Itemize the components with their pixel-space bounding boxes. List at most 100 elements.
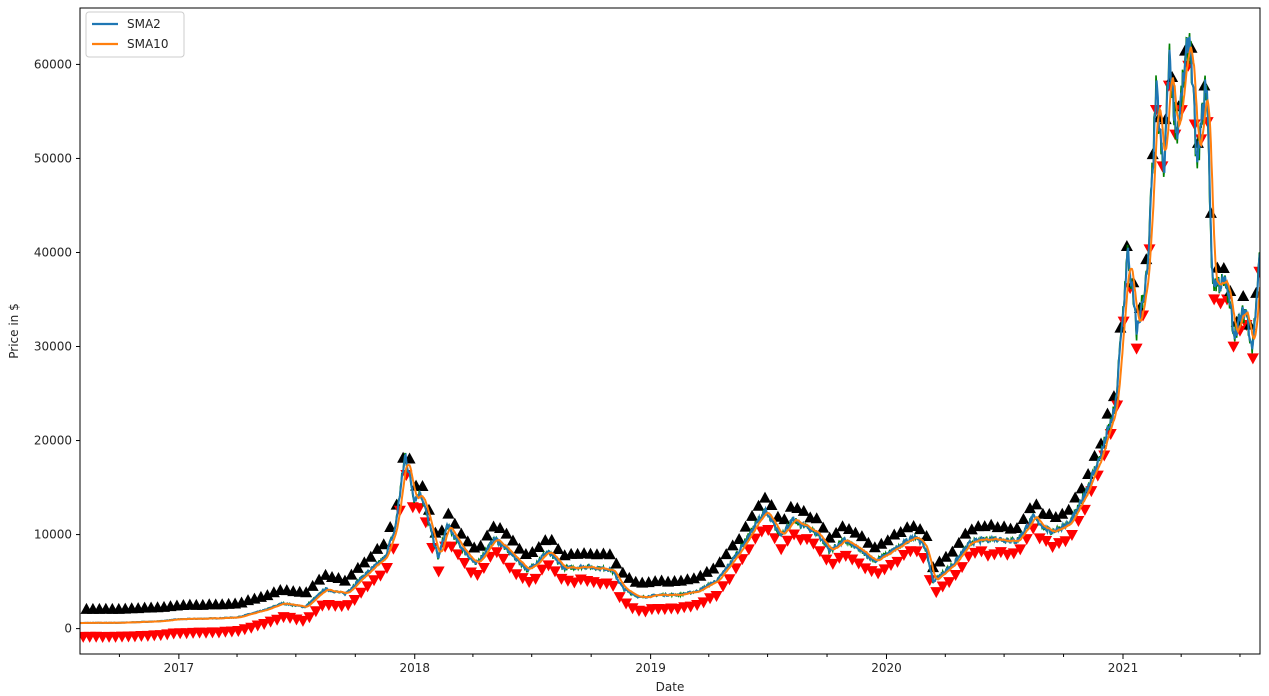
sell-signal-marker — [271, 614, 284, 626]
buy-signal-marker — [810, 512, 823, 524]
sell-signal-marker — [839, 550, 852, 562]
sell-signal-marker — [878, 564, 891, 576]
sell-signal-marker — [523, 577, 536, 589]
sell-signal-marker — [723, 574, 736, 586]
sell-signal-marker — [1078, 504, 1091, 516]
sell-signal-marker — [432, 566, 445, 578]
buy-signal-marker — [513, 542, 526, 554]
sell-signal-marker — [536, 564, 549, 576]
buy-signal-marker — [791, 501, 804, 513]
buy-signal-marker — [377, 538, 390, 550]
buy-signal-marker — [384, 520, 397, 532]
buy-signal-marker — [1075, 482, 1088, 494]
sell-signal-marker — [548, 566, 561, 578]
buy-signal-marker — [823, 531, 836, 543]
y-tick-label: 30000 — [34, 340, 72, 354]
sell-signal-marker — [956, 562, 969, 574]
y-tick-label: 0 — [64, 622, 72, 636]
buy-signal-marker — [313, 573, 326, 585]
sell-signal-marker — [807, 538, 820, 550]
sell-signal-marker — [1208, 294, 1221, 306]
buy-signal-marker — [623, 571, 636, 583]
buy-signal-marker — [713, 556, 726, 568]
buy-signal-marker — [849, 526, 862, 538]
sell-signal-marker — [613, 592, 626, 604]
buy-signal-marker — [1043, 507, 1056, 519]
buy-signal-marker — [332, 571, 345, 583]
sell-signal-marker — [846, 554, 859, 566]
sell-signal-marker — [710, 591, 723, 603]
y-tick-label: 60000 — [34, 57, 72, 71]
buy-signal-marker — [1049, 510, 1062, 522]
sell-signal-marker — [897, 549, 910, 561]
sell-signal-marker — [452, 549, 465, 561]
buy-signal-marker — [720, 548, 733, 560]
buy-signal-marker — [894, 525, 907, 537]
buy-signal-marker — [338, 574, 351, 586]
buy-signal-marker — [532, 540, 545, 552]
legend-label-sma10: SMA10 — [127, 37, 168, 51]
sell-signal-marker — [788, 529, 801, 541]
buy-signal-marker — [694, 569, 707, 581]
sell-signal-marker — [800, 534, 813, 546]
sell-signal-marker — [813, 546, 826, 558]
sell-signal-marker — [742, 544, 755, 556]
buy-signal-marker — [771, 510, 784, 522]
sell-signal-marker — [820, 554, 833, 566]
sell-signal-marker — [781, 535, 794, 547]
sell-signal-marker — [1065, 529, 1078, 541]
sell-signal-marker — [620, 598, 633, 610]
sell-signal-marker — [704, 593, 717, 605]
sell-signal-marker — [891, 556, 904, 568]
buy-signal-marker — [552, 543, 565, 555]
buy-signal-marker — [914, 523, 927, 535]
sell-signal-marker — [413, 503, 426, 515]
sell-signal-marker — [568, 577, 581, 589]
buy-signal-marker — [965, 523, 978, 535]
buy-signal-marker — [726, 539, 739, 551]
y-tick-label: 20000 — [34, 434, 72, 448]
axes: 0 10000 20000 30000 40000 50000 60000 2017 2018 2… — [34, 57, 1241, 675]
sell-signal-marker — [245, 622, 258, 634]
buy-signal-marker — [700, 565, 713, 577]
y-tick-label: 50000 — [34, 151, 72, 165]
signal-markers — [80, 41, 1260, 643]
sell-signal-marker — [374, 570, 387, 582]
buy-signal-marker — [985, 518, 998, 530]
sell-signal-marker — [355, 587, 368, 599]
buy-signal-marker — [746, 509, 759, 521]
plot-area — [80, 8, 1260, 654]
buy-signal-marker — [358, 556, 371, 568]
sell-signal-marker — [975, 546, 988, 558]
sell-signal-marker — [729, 563, 742, 575]
sell-signal-marker — [775, 544, 788, 556]
buy-signal-marker — [261, 589, 274, 601]
buy-signal-marker — [707, 562, 720, 574]
sell-signal-marker — [697, 597, 710, 609]
sell-signal-marker — [361, 581, 374, 593]
buy-signal-marker — [778, 513, 791, 525]
sell-signal-marker — [1214, 298, 1227, 310]
sell-signal-marker — [943, 577, 956, 589]
sell-signal-marker — [516, 573, 529, 585]
buy-signal-marker — [1030, 498, 1043, 510]
buy-signal-marker — [843, 522, 856, 534]
buy-signal-marker — [830, 526, 843, 538]
x-tick-label: 2021 — [1108, 661, 1139, 675]
buy-signal-marker — [364, 550, 377, 562]
sell-signal-marker — [930, 587, 943, 599]
buy-signal-marker — [526, 545, 539, 557]
sell-signal-marker — [910, 546, 923, 558]
buy-signal-marker — [836, 520, 849, 532]
buy-signal-marker — [855, 530, 868, 542]
buy-signal-marker — [1056, 507, 1069, 519]
sell-signal-marker — [529, 573, 542, 585]
sell-signal-marker — [833, 552, 846, 564]
sell-signal-marker — [296, 615, 309, 627]
sell-signal-marker — [342, 600, 355, 612]
sell-signal-marker — [607, 580, 620, 592]
sell-signal-marker — [716, 581, 729, 593]
sell-signal-marker — [458, 558, 471, 570]
sell-signal-marker — [368, 575, 381, 587]
